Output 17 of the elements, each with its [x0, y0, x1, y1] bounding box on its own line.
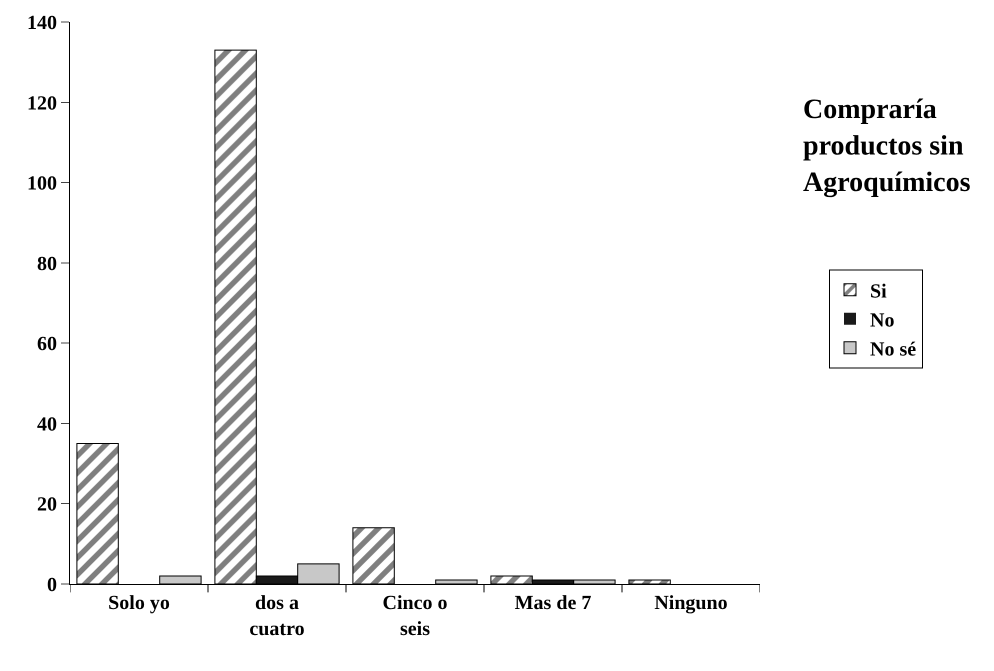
y-tick-label: 80	[37, 252, 57, 275]
x-tick-label: Solo yo	[108, 592, 170, 614]
y-tick-label: 100	[27, 172, 57, 195]
y-tick-label: 140	[27, 12, 57, 34]
x-tick-label: Mas de 7	[514, 592, 592, 614]
x-tick-label: Cinco o seis	[382, 592, 448, 640]
y-tick-label: 60	[37, 333, 57, 356]
y-tick-label: 20	[37, 494, 57, 516]
text: Si	[870, 280, 888, 303]
y-tick-label: 40	[37, 413, 57, 436]
x-tick-label: Ninguno	[654, 592, 728, 614]
x-tick-label: dos a cuatro	[249, 592, 305, 640]
legend-label: No	[870, 310, 894, 332]
y-tick-label: 0	[47, 574, 57, 596]
legend-label: No sé	[870, 338, 916, 361]
legend-title: Compraría productos sin Agroquímicos	[803, 94, 971, 198]
y-tick-label: 120	[27, 92, 57, 114]
